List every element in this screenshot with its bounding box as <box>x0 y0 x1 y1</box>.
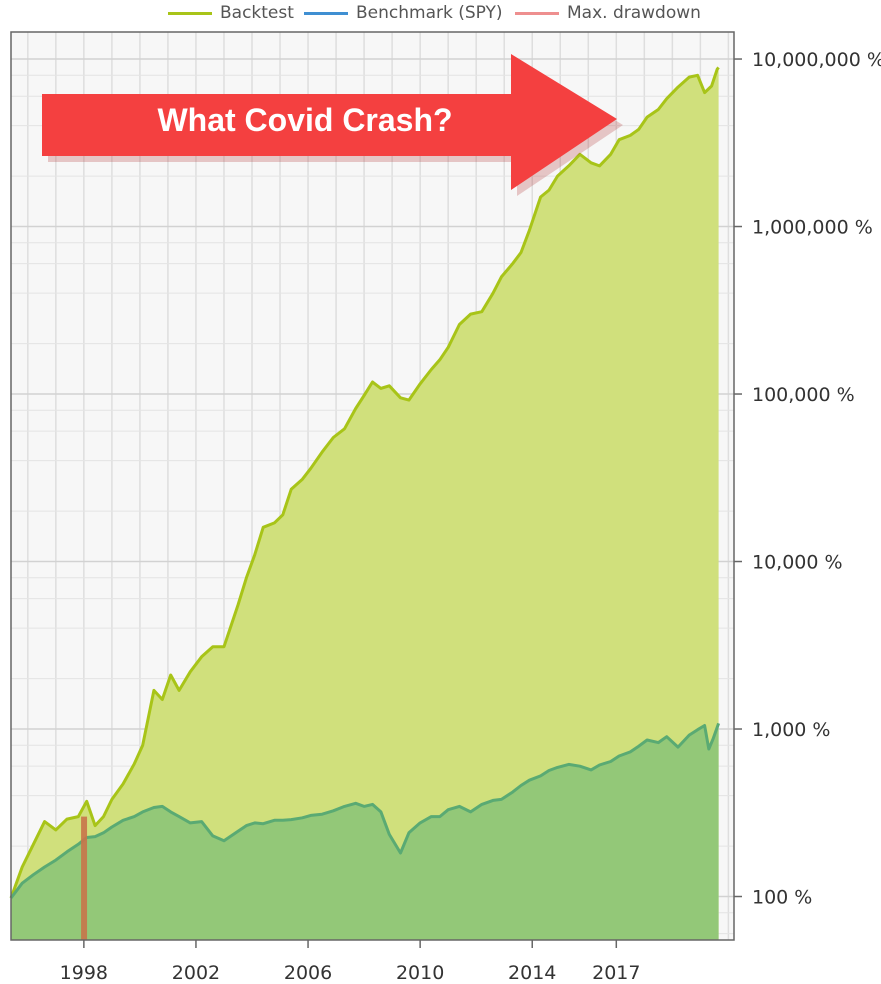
x-tick-label: 2017 <box>592 962 640 984</box>
chart-legend: Backtest Benchmark (SPY) Max. drawdown <box>0 2 881 26</box>
x-tick-label: 2002 <box>172 962 220 984</box>
y-axis: 10,000,000 % 1,000,000 % 100,000 % 10,000 %… <box>734 49 881 909</box>
series-area-1 <box>11 723 719 940</box>
legend-item-benchmark[interactable]: Benchmark (SPY) <box>304 2 503 24</box>
max-drawdown-bar <box>81 816 88 940</box>
y-tick-label: 10,000,000 % <box>752 49 881 71</box>
x-tick-label: 1998 <box>60 962 108 984</box>
legend-label-max-drawdown: Max. drawdown <box>567 3 701 23</box>
legend-item-backtest[interactable]: Backtest <box>168 2 294 24</box>
legend-label-benchmark: Benchmark (SPY) <box>356 3 503 23</box>
x-tick-label: 2014 <box>508 962 556 984</box>
series-area-0 <box>11 67 719 940</box>
y-tick-label: 10,000 % <box>752 552 843 574</box>
series-line-1 <box>9 722 721 899</box>
legend-swatch-backtest <box>168 11 212 15</box>
callout-arrow-shape <box>42 54 617 190</box>
y-tick-label: 100,000 % <box>752 384 855 406</box>
legend-label-backtest: Backtest <box>220 3 294 23</box>
y-tick-label: 1,000,000 % <box>752 217 873 239</box>
y-tick-label: 1,000 % <box>752 719 831 741</box>
legend-swatch-max-drawdown <box>515 11 559 15</box>
x-axis: 1998 2002 2006 2010 2014 2017 <box>60 940 640 984</box>
x-tick-label: 2010 <box>396 962 444 984</box>
covid-callout-arrow: What Covid Crash? <box>42 54 623 196</box>
series-layer <box>9 66 721 940</box>
legend-swatch-benchmark <box>304 11 348 15</box>
plot-frame <box>10 31 735 941</box>
x-tick-label: 2006 <box>284 962 332 984</box>
legend-item-max-drawdown[interactable]: Max. drawdown <box>515 2 701 24</box>
callout-text: What Covid Crash? <box>157 102 452 138</box>
y-tick-label: 100 % <box>752 887 812 909</box>
series-line-0 <box>9 66 720 899</box>
